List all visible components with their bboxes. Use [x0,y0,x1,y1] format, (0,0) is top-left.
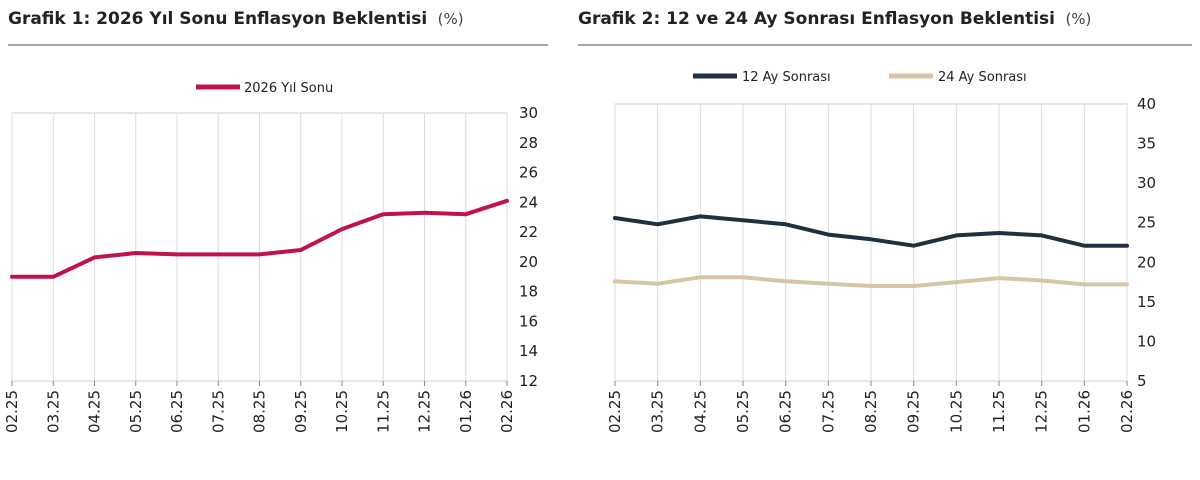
svg-text:Grafik 2: 12 ve 24 Ay Sonrası: Grafik 2: 12 ve 24 Ay Sonrası Enflasyon … [578,9,1091,29]
chart-1-series [10,198,509,279]
chart-2-y-tick-label: 30 [1137,174,1156,192]
chart-1-unit: (%) [438,10,464,28]
chart-1-y-axis: 12 14 16 18 20 22 24 26 28 30 [519,104,538,390]
chart-2-x-tick-label: 06.25 [777,390,795,433]
chart-2-y-tick-label: 5 [1137,372,1147,390]
chart-2-x-tick-label: 09.25 [905,390,923,433]
series-line-24-ay-sonrasi [613,275,1129,288]
chart-1-x-tick-label: 02.25 [3,390,21,433]
chart-1-title: Grafik 1: 2026 Yıl Sonu Enflasyon Beklen… [8,9,427,29]
chart-2-x-tick-label: 11.25 [990,390,1008,433]
series-line-12-ay-sonrasi [613,214,1129,248]
chart-1-legend: 2026 Yıl Sonu [196,81,333,96]
chart-1-x-axis: 02.25 03.25 04.25 05.25 06.25 07.25 08.25 09.25… [3,381,516,433]
chart-2-y-tick-label: 15 [1137,293,1156,311]
chart-2-unit: (%) [1065,10,1091,28]
chart-1-x-tick-label: 02.26 [498,390,516,433]
chart-2-x-tick-label: 02.25 [606,390,624,433]
chart-1-y-tick-label: 26 [519,164,538,182]
chart-1-x-tick-label: 11.25 [374,390,392,433]
chart-2-y-tick-label: 40 [1137,95,1156,113]
chart-2-y-tick-label: 25 [1137,214,1156,232]
chart-2-x-tick-label: 12.25 [1033,390,1051,433]
chart-2-grid [614,104,1128,381]
chart-2-x-tick-label: 04.25 [691,390,709,433]
chart-2-x-tick-label: 03.25 [649,390,667,433]
chart-1-x-tick-label: 06.25 [168,390,186,433]
chart-1-y-tick-label: 28 [519,134,538,152]
legend-label-2026-yil-sonu: 2026 Yıl Sonu [244,81,333,96]
chart-2: Grafik 2: 12 ve 24 Ay Sonrası Enflasyon … [578,9,1192,433]
chart-1-x-tick-label: 05.25 [127,390,145,433]
series-line-2026-yil-sonu [10,198,509,279]
chart-1-y-tick-label: 18 [519,283,538,301]
chart-1-y-tick-label: 14 [519,342,538,360]
chart-2-legend: 12 Ay Sonrası 24 Ay Sonrası [693,70,1027,85]
chart-2-y-tick-label: 35 [1137,135,1156,153]
chart-2-x-tick-label: 08.25 [862,390,880,433]
legend-label-12-ay-sonrasi: 12 Ay Sonrası [742,70,831,85]
chart-1-y-tick-label: 24 [519,193,538,211]
chart-1-x-tick-label: 09.25 [292,390,310,433]
chart-1-y-tick-label: 30 [519,104,538,122]
legend-label-24-ay-sonrasi: 24 Ay Sonrası [938,70,1027,85]
chart-2-x-tick-label: 02.26 [1118,390,1136,433]
chart-1-y-tick-label: 20 [519,253,538,271]
chart-1-y-tick-label: 16 [519,312,538,330]
svg-text:Grafik 1: 2026 Yıl Sonu Enflas: Grafik 1: 2026 Yıl Sonu Enflasyon Beklen… [8,9,464,29]
chart-1-y-tick-label: 12 [519,372,538,390]
chart-2-x-tick-label: 01.26 [1075,390,1093,433]
chart-1-x-tick-label: 01.26 [457,390,475,433]
chart-1-grid [11,113,508,381]
chart-2-x-tick-label: 07.25 [819,390,837,433]
chart-2-series [613,214,1129,288]
chart-2-x-tick-label: 10.25 [947,390,965,433]
chart-1-x-tick-label: 12.25 [416,390,434,433]
chart-2-y-axis: 5 10 15 20 25 30 35 40 [1137,95,1156,390]
chart-2-x-tick-label: 05.25 [734,390,752,433]
chart-2-y-tick-label: 10 [1137,332,1156,350]
chart-1-y-tick-label: 22 [519,223,538,241]
chart-2-y-tick-label: 20 [1137,253,1156,271]
chart-2-x-axis: 02.25 03.25 04.25 05.25 06.25 07.25 08.25 09.25… [606,381,1136,433]
chart-1: Grafik 1: 2026 Yıl Sonu Enflasyon Beklen… [3,9,548,433]
chart-1-x-tick-label: 10.25 [333,390,351,433]
chart-1-x-tick-label: 03.25 [44,390,62,433]
chart-1-x-tick-label: 08.25 [251,390,269,433]
chart-2-title: Grafik 2: 12 ve 24 Ay Sonrası Enflasyon … [578,9,1055,29]
chart-1-x-tick-label: 04.25 [86,390,104,433]
chart-1-x-tick-label: 07.25 [209,390,227,433]
